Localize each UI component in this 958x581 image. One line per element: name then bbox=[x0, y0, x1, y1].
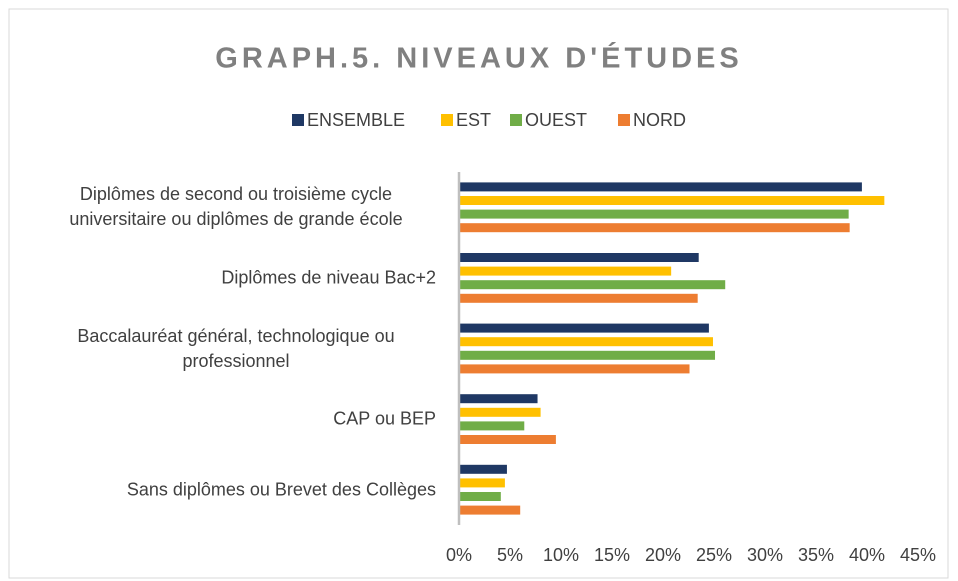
legend-label: ENSEMBLE bbox=[307, 110, 405, 130]
x-tick-label: 5% bbox=[497, 545, 523, 565]
bar bbox=[459, 421, 525, 431]
x-tick-label: 25% bbox=[696, 545, 732, 565]
bar bbox=[459, 464, 507, 474]
legend-label: OUEST bbox=[525, 110, 587, 130]
bar bbox=[459, 407, 541, 417]
category-label: Diplômes de second ou troisième cycle un… bbox=[16, 182, 436, 232]
bar bbox=[459, 364, 690, 374]
x-tick-label: 45% bbox=[900, 545, 936, 565]
category-label: Diplômes de niveau Bac+2 bbox=[16, 265, 436, 290]
category-label: Sans diplômes ou Brevet des Collèges bbox=[16, 477, 436, 502]
bar bbox=[459, 293, 698, 303]
x-tick-label: 20% bbox=[645, 545, 681, 565]
legend-swatch bbox=[618, 114, 630, 126]
category-text: Diplômes de niveau Bac+2 bbox=[221, 267, 436, 288]
bar bbox=[459, 478, 505, 488]
bar bbox=[459, 350, 716, 360]
bar bbox=[459, 196, 885, 205]
category-text: Sans diplômes ou Brevet des Collèges bbox=[126, 479, 436, 500]
legend-label: EST bbox=[456, 110, 491, 130]
bar bbox=[459, 323, 709, 333]
legend-label: NORD bbox=[633, 110, 686, 130]
x-tick-label: 0% bbox=[446, 545, 472, 565]
bar bbox=[459, 492, 501, 501]
x-tick-label: 30% bbox=[747, 545, 783, 565]
bar bbox=[459, 266, 672, 276]
bar bbox=[459, 280, 726, 290]
x-tick-label: 40% bbox=[849, 545, 885, 565]
legend-swatch bbox=[292, 114, 304, 126]
bar bbox=[459, 223, 850, 233]
bar bbox=[459, 394, 538, 404]
legend-swatch bbox=[441, 114, 453, 126]
category-text: Baccalauréat général, technologique ou p… bbox=[77, 325, 395, 371]
bar bbox=[459, 337, 713, 347]
bar bbox=[459, 209, 849, 219]
x-tick-label: 35% bbox=[798, 545, 834, 565]
chart-title: GRAPH.5. NIVEAUX D'ÉTUDES bbox=[215, 41, 742, 75]
bar bbox=[459, 253, 699, 262]
bar bbox=[459, 435, 556, 444]
x-tick-label: 15% bbox=[594, 545, 630, 565]
category-label: Baccalauréat général, technologique ou p… bbox=[16, 324, 436, 374]
category-label: CAP ou BEP bbox=[16, 407, 436, 432]
category-text: CAP ou BEP bbox=[333, 408, 436, 429]
legend-swatch bbox=[510, 114, 522, 126]
category-text: Diplômes de second ou troisième cycle un… bbox=[69, 184, 403, 230]
bar bbox=[459, 505, 521, 515]
x-tick-label: 10% bbox=[543, 545, 579, 565]
bar bbox=[459, 182, 862, 192]
